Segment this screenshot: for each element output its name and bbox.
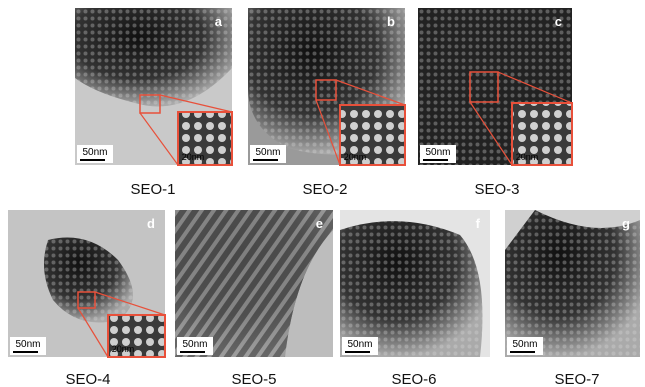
panel-letter: b [387,14,395,29]
panel-letter: c [555,14,562,29]
panel-letter: d [147,216,155,231]
panel-caption: SEO-2 [302,181,347,198]
panel-letter: g [622,216,630,231]
panel-texture [340,221,483,357]
panel-texture [505,210,640,357]
scale-bar-label: 50nm [15,339,40,350]
scale-bar-label: 50nm [182,339,207,350]
scale-bar-label: 50nm [255,147,280,158]
scale-bar-label: 50nm [425,147,450,158]
panel-letter: f [476,216,481,231]
panel-caption: SEO-7 [554,371,599,387]
inset-scale-bar-label: 20nm [516,152,539,162]
panel-caption: SEO-5 [231,371,276,387]
panel-caption: SEO-4 [65,371,110,387]
panel-caption: SEO-6 [391,371,436,387]
panel-letter: e [316,216,323,231]
scale-bar-label: 50nm [347,339,372,350]
panel: f 50nm [340,210,490,357]
scale-bar-label: 50nm [82,147,107,158]
figure: a 50nm 20nm SEO-1 b 50nm 20nm SEO-2 c 50nm 20nm SEO… [0,0,645,387]
inset-scale-bar-label: 20nm [182,152,205,162]
inset-scale-bar-label: 20nm [112,344,135,354]
panel-letter: a [215,14,223,29]
panel: g 50nm [505,210,640,357]
inset-scale-bar-label: 20nm [344,152,367,162]
scale-bar-label: 50nm [512,339,537,350]
panel-caption: SEO-1 [130,181,175,198]
panel: e 50nm [175,210,333,357]
panel-caption: SEO-3 [474,181,519,198]
